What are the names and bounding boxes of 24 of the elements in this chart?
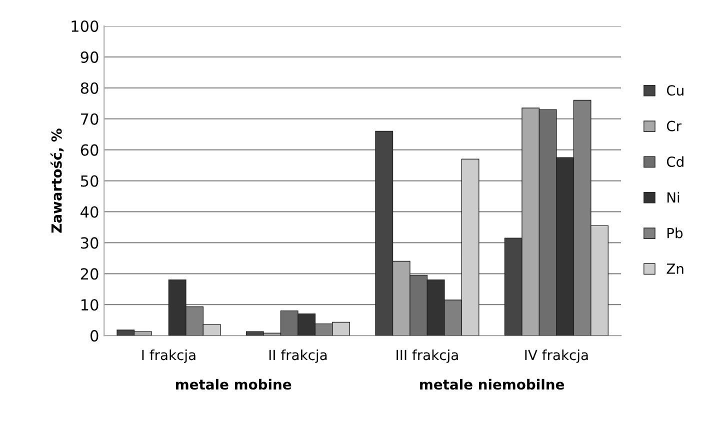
- x-tick-label: III frakcja: [396, 349, 458, 363]
- y-tick-label: 30: [80, 237, 98, 249]
- legend-label: Cr: [666, 120, 682, 132]
- y-tick-label: 90: [80, 51, 98, 63]
- y-tick-label: 80: [80, 82, 98, 94]
- legend-label: Cu: [666, 85, 684, 96]
- text: metale mobine: [176, 378, 292, 390]
- y-tick-label: 100: [72, 20, 98, 32]
- y-tick-label: 40: [80, 206, 98, 218]
- y-tick-label: 20: [80, 268, 98, 280]
- x-tick-label: I frakcja: [142, 349, 196, 363]
- legend-label: Zn: [666, 264, 684, 274]
- y-tick-label: 50: [80, 175, 98, 187]
- y-tick-label: 70: [81, 113, 98, 125]
- y-tick-label: 10: [81, 299, 98, 311]
- y-tick-label: 0: [90, 330, 98, 342]
- legend-label: Ni: [667, 192, 680, 202]
- legend-label: Pb: [667, 228, 683, 238]
- y-tick-label: 60: [80, 144, 98, 156]
- y-axis-title: Zawartość, %: [50, 128, 64, 233]
- x-tick-label: IV frakcja: [525, 349, 588, 363]
- text: metale niemobilne: [420, 378, 564, 390]
- legend-label: Cd: [666, 156, 684, 167]
- x-tick-label: II frakcja: [269, 349, 327, 363]
